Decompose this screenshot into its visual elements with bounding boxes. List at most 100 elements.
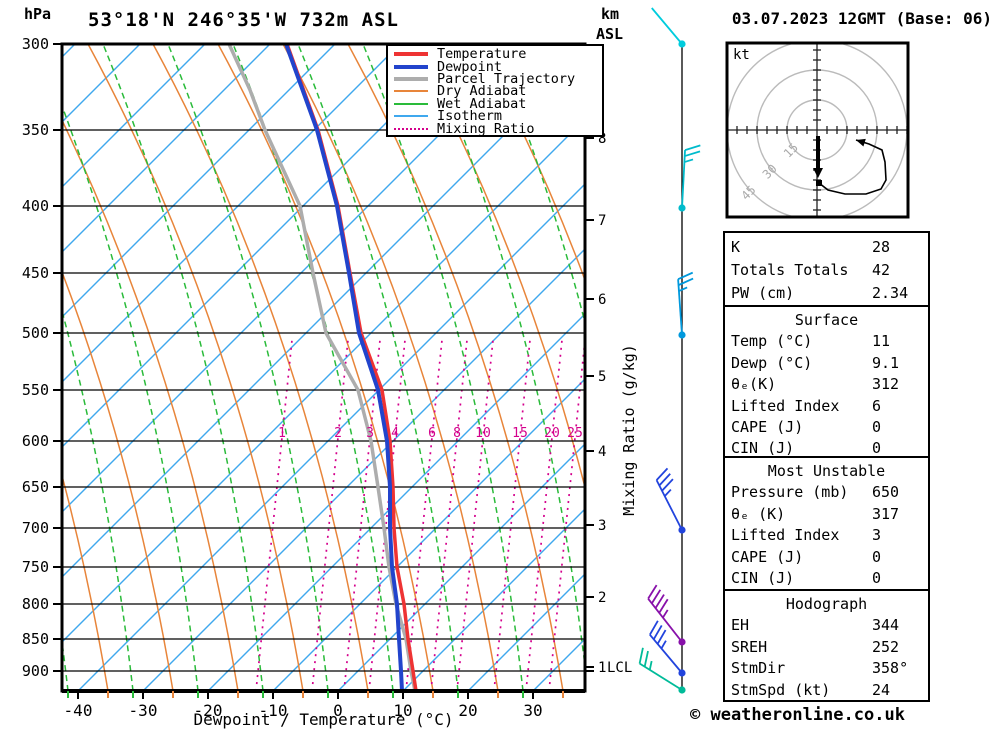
panel-title: Surface	[794, 311, 859, 329]
svg-text:500: 500	[22, 324, 49, 342]
svg-text:300: 300	[22, 35, 49, 53]
svg-text:4: 4	[598, 444, 606, 460]
row-value: 0	[872, 568, 882, 587]
table-row: StmDir 358°	[731, 658, 922, 679]
row-label: K	[731, 238, 741, 256]
row-value: 0	[872, 547, 882, 566]
row-value: 6	[872, 396, 882, 415]
axis-labels: 300350400450500550600650700750800850900-…	[22, 35, 638, 720]
table-row: SREH 252	[731, 637, 922, 658]
svg-text:900: 900	[22, 662, 49, 680]
row-value: 42	[872, 261, 891, 279]
svg-text:8: 8	[598, 131, 606, 147]
datetime-label: 03.07.2023 12GMT (Base: 06)	[731, 9, 992, 28]
row-label: Lifted Index	[731, 526, 840, 545]
row-value: 0	[872, 439, 882, 458]
svg-text:20: 20	[458, 701, 477, 720]
svg-text:30: 30	[760, 162, 780, 182]
svg-text:6: 6	[428, 426, 436, 441]
svg-text:25: 25	[567, 426, 583, 441]
table-row: θₑ (K) 317	[731, 504, 922, 525]
legend-label: Isotherm	[437, 108, 503, 125]
row-label: StmSpd (kt)	[731, 680, 831, 699]
svg-text:600: 600	[22, 432, 49, 450]
svg-text:-10: -10	[259, 701, 288, 720]
svg-text:3: 3	[598, 518, 606, 534]
legend-label: Dry Adiabat	[437, 83, 527, 100]
svg-text:1: 1	[278, 426, 286, 441]
row-value: 344	[872, 616, 900, 635]
row-value: 28	[872, 238, 891, 256]
legend: Temperature Dewpoint Parcel Trajectory D…	[386, 44, 604, 137]
svg-text:3: 3	[366, 426, 374, 441]
svg-text:15: 15	[781, 140, 801, 160]
svg-text:400: 400	[22, 197, 49, 215]
row-label: PW (cm)	[731, 284, 795, 302]
svg-text:20: 20	[544, 426, 560, 441]
svg-text:700: 700	[22, 519, 49, 537]
row-label: CIN (J)	[731, 568, 795, 587]
svg-text:650: 650	[22, 478, 49, 496]
legend-item-isotherm: Isotherm	[394, 108, 598, 125]
row-value: 24	[872, 680, 891, 699]
background-lines	[62, 44, 585, 691]
row-value: 650	[872, 483, 900, 502]
row-value: 3	[872, 526, 882, 545]
pressure-unit-label: hPa	[24, 5, 52, 23]
most-unstable-panel: Most Unstable Pressure (mb) 650 θₑ (K) 317…	[723, 456, 930, 591]
legend-item-temperature: Temperature	[394, 46, 598, 63]
row-label: θₑ (K)	[731, 504, 786, 523]
row-value: 9.1	[872, 353, 900, 372]
svg-text:15: 15	[512, 426, 528, 441]
table-row: θₑ(K) 312	[731, 374, 922, 395]
svg-text:7: 7	[598, 213, 606, 229]
row-label: CAPE (J)	[731, 547, 804, 566]
svg-text:10: 10	[393, 701, 412, 720]
wind-barb	[647, 584, 686, 646]
svg-text:4: 4	[391, 426, 399, 441]
legend-item-wet-adiabat: Wet Adiabat	[394, 97, 598, 111]
svg-text:450: 450	[22, 264, 49, 282]
table-row: K 28	[731, 236, 922, 259]
legend-label: Parcel Trajectory	[437, 70, 576, 87]
table-row: Lifted Index 6	[731, 396, 922, 417]
row-value: 11	[872, 332, 891, 351]
row-value: 252	[872, 637, 900, 656]
table-row: Totals Totals 42	[731, 259, 922, 282]
svg-text:800: 800	[22, 595, 49, 613]
wind-barb	[649, 620, 686, 677]
row-label: Totals Totals	[731, 261, 849, 279]
indices-panel: K 28 Totals Totals 42 PW (cm) 2.34	[723, 231, 930, 307]
svg-text:30: 30	[523, 701, 542, 720]
km-unit-label: km	[601, 5, 620, 23]
table-row: EH 344	[731, 615, 922, 636]
row-label: SREH	[731, 637, 768, 656]
hodograph-trace	[818, 139, 887, 195]
wind-barb	[655, 467, 686, 534]
page-title: 53°18'N 246°35'W 732m ASL	[88, 9, 399, 31]
row-label: StmDir	[731, 659, 786, 678]
svg-text:LCL: LCL	[607, 660, 632, 676]
svg-text:1: 1	[598, 660, 606, 676]
row-label: Temp (°C)	[731, 332, 813, 351]
row-label: Dewp (°C)	[731, 353, 813, 372]
table-row: StmSpd (kt) 24	[731, 680, 922, 701]
row-value: 317	[872, 504, 900, 523]
legend-label: Temperature	[437, 46, 527, 63]
table-row: CIN (J) 0	[731, 438, 922, 459]
legend-item-dry-adiabat: Dry Adiabat	[394, 83, 598, 100]
svg-text:2: 2	[334, 426, 342, 441]
row-value: 358°	[872, 659, 909, 678]
table-row: CAPE (J) 0	[731, 547, 922, 568]
legend-item-dewpoint: Dewpoint	[394, 60, 598, 73]
panel-title: Most Unstable	[767, 462, 886, 480]
dewpoint-line-swatch	[394, 64, 428, 69]
svg-text:-20: -20	[194, 701, 223, 720]
table-row: Dewp (°C) 9.1	[731, 353, 922, 374]
asl-unit-label: ASL	[596, 25, 624, 43]
isotherm-line-swatch	[394, 115, 428, 118]
copyright-watermark: © weatheronline.co.uk	[690, 705, 905, 725]
temperature-line-swatch	[394, 52, 428, 57]
